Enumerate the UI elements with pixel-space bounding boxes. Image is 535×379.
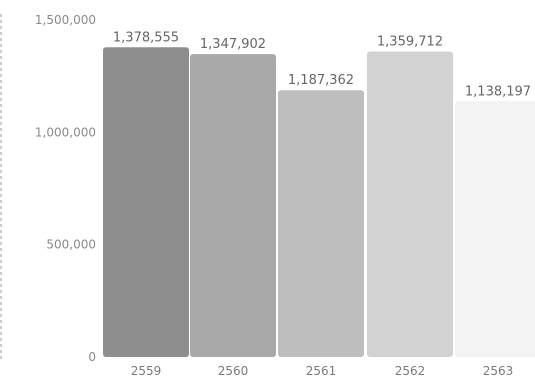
value-labels-group: 1,378,555 1,347,902 1,187,362 1,359,712 1,13… <box>113 30 531 99</box>
bars-group <box>103 47 535 358</box>
category-labels-group: 2559 2560 2561 2562 2563 <box>131 364 514 378</box>
y-tick-label: 1,500,000 <box>35 13 96 27</box>
value-label-2563: 1,138,197 <box>465 84 531 99</box>
value-label-2560: 1,347,902 <box>200 37 266 52</box>
y-tick-label: 0 <box>88 350 96 364</box>
category-label-2563: 2563 <box>483 364 514 378</box>
y-axis-ticks: 0 500,000 1,000,000 1,500,000 <box>35 13 96 364</box>
bar-2562 <box>367 51 453 357</box>
y-tick-label: 1,000,000 <box>35 125 96 139</box>
category-label-2560: 2560 <box>218 364 249 378</box>
bar-2561 <box>278 90 364 358</box>
bar-2563 <box>455 101 535 357</box>
category-label-2561: 2561 <box>306 364 337 378</box>
category-label-2559: 2559 <box>131 364 162 378</box>
bar-2560 <box>190 54 276 357</box>
value-label-2562: 1,359,712 <box>377 35 443 50</box>
category-label-2562: 2562 <box>395 364 426 378</box>
value-label-2559: 1,378,555 <box>113 30 179 45</box>
value-label-2561: 1,187,362 <box>288 73 354 88</box>
y-tick-label: 500,000 <box>46 238 96 252</box>
bar-2559 <box>103 47 189 358</box>
